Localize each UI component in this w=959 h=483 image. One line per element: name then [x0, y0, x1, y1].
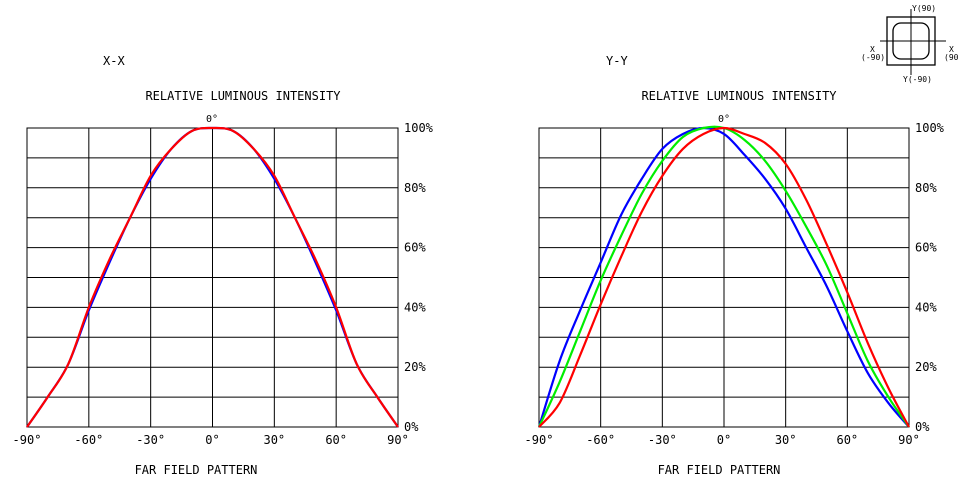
x-tick-labels: -90° -60° -30° 0° 30° 60° 90°: [13, 433, 409, 447]
y-tick-label: 100%: [404, 121, 434, 135]
panel-label: X-X: [103, 54, 125, 68]
x-tick-label: -30°: [136, 433, 165, 447]
legend-right-top-label: X: [949, 45, 954, 54]
legend-top-label: Y(90): [912, 4, 936, 13]
x-tick-label: -90°: [525, 433, 554, 447]
y-tick-labels: 0% 20% 40% 60% 80% 100%: [404, 121, 434, 434]
y-tick-label: 0%: [404, 420, 419, 434]
top-center-label: 0°: [206, 114, 218, 125]
chart-title: RELATIVE LUMINOUS INTENSITY: [145, 89, 341, 103]
x-tick-label: 30°: [775, 433, 797, 447]
chart-title: RELATIVE LUMINOUS INTENSITY: [641, 89, 837, 103]
chart-panel-y-y: Y-Y RELATIVE LUMINOUS INTENSITY 0° -90° -…: [525, 54, 945, 477]
y-tick-label: 40%: [404, 300, 426, 314]
legend-left-bottom-label: (-90): [861, 53, 885, 62]
panel-label: Y-Y: [606, 54, 628, 68]
x-tick-label: -60°: [74, 433, 103, 447]
x-tick-label: 60°: [836, 433, 858, 447]
x-tick-label: 60°: [325, 433, 347, 447]
orientation-legend-icon: Y(90) Y(-90) X (-90) X (90): [861, 4, 959, 84]
y-tick-label: 20%: [404, 360, 426, 374]
y-tick-label: 100%: [915, 121, 945, 135]
series-group: [26, 126, 399, 428]
x-tick-label: 0°: [717, 433, 731, 447]
x-axis-label: FAR FIELD PATTERN: [658, 463, 781, 477]
y-tick-label: 20%: [915, 360, 937, 374]
x-tick-label: 90°: [387, 433, 409, 447]
y-tick-labels: 0% 20% 40% 60% 80% 100%: [915, 121, 945, 434]
chart-panel-x-x: X-X RELATIVE LUMINOUS INTENSITY 0° -90° -…: [13, 54, 434, 477]
x-tick-label: -60°: [586, 433, 615, 447]
series-group: [537, 125, 910, 428]
top-center-label: 0°: [718, 114, 730, 125]
y-tick-label: 80%: [404, 181, 426, 195]
x-tick-labels: -90° -60° -30° 0° 30° 60° 90°: [525, 433, 920, 447]
x-tick-label: -90°: [13, 433, 42, 447]
x-tick-label: 90°: [898, 433, 920, 447]
x-tick-label: -30°: [648, 433, 677, 447]
x-axis-label: FAR FIELD PATTERN: [135, 463, 258, 477]
series-line-1: [537, 126, 910, 428]
plot-grid: [538, 127, 910, 428]
legend-left-top-label: X: [870, 45, 875, 54]
legend-right-bottom-label: (90): [944, 53, 959, 62]
y-tick-label: 60%: [915, 241, 937, 255]
x-tick-label: 30°: [263, 433, 285, 447]
plot-grid: [26, 127, 399, 428]
y-tick-label: 40%: [915, 300, 937, 314]
y-tick-label: 80%: [915, 181, 937, 195]
legend-bottom-label: Y(-90): [903, 75, 932, 84]
x-tick-label: 0°: [205, 433, 219, 447]
y-tick-label: 60%: [404, 241, 426, 255]
series-line-2: [26, 126, 399, 428]
y-tick-label: 0%: [915, 420, 930, 434]
series-line-3: [538, 126, 910, 428]
